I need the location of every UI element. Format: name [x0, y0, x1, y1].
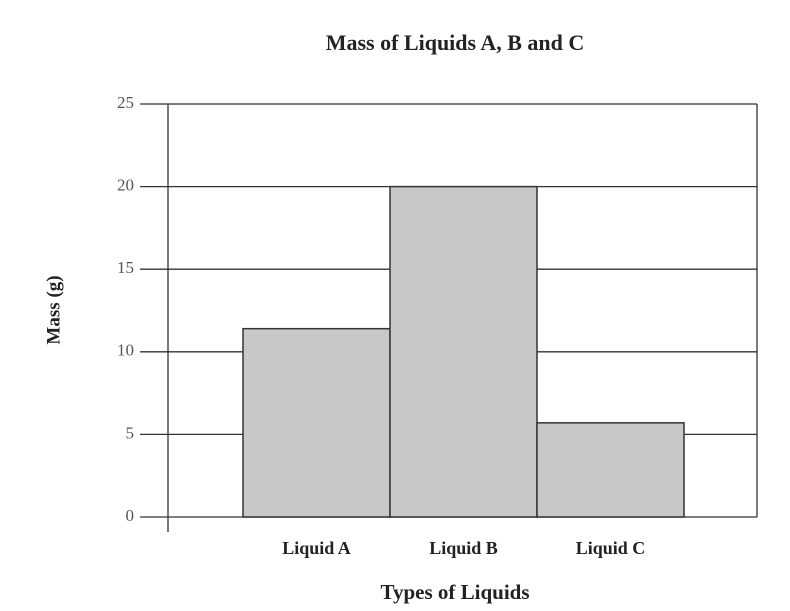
- y-tick-label: 25: [117, 93, 134, 112]
- y-tick-label: 15: [117, 258, 134, 277]
- y-tick-label: 5: [126, 423, 135, 442]
- y-tick-label: 10: [117, 341, 134, 360]
- y-axis-label: Mass (g): [43, 275, 64, 344]
- bar: [389, 185, 538, 518]
- chart-title: Mass of Liquids A, B and C: [326, 30, 585, 55]
- y-tick-label: 0: [126, 506, 135, 525]
- x-tick-label: Liquid C: [576, 538, 646, 558]
- x-tick-label: Liquid A: [282, 538, 351, 558]
- y-tick-label: 20: [117, 176, 134, 195]
- x-axis-label: Types of Liquids: [381, 580, 530, 604]
- x-tick-label: Liquid B: [429, 538, 498, 558]
- bar: [536, 422, 685, 518]
- bar: [242, 327, 391, 518]
